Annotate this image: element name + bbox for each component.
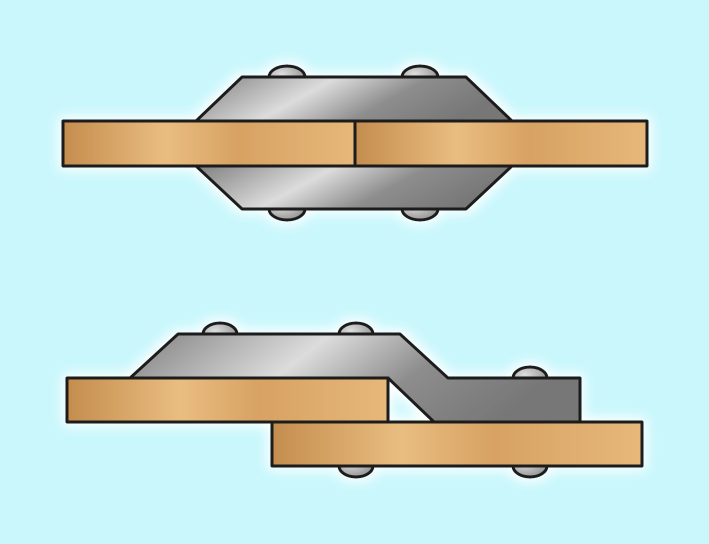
butt-joint-figure [61,64,649,222]
left-plate [61,119,357,168]
right-plate [353,119,649,168]
lower-plate [270,420,644,468]
top-strap [194,75,514,123]
bottom-strap [194,164,514,211]
lap-joint-figure [65,321,644,479]
upper-plate [65,376,390,424]
